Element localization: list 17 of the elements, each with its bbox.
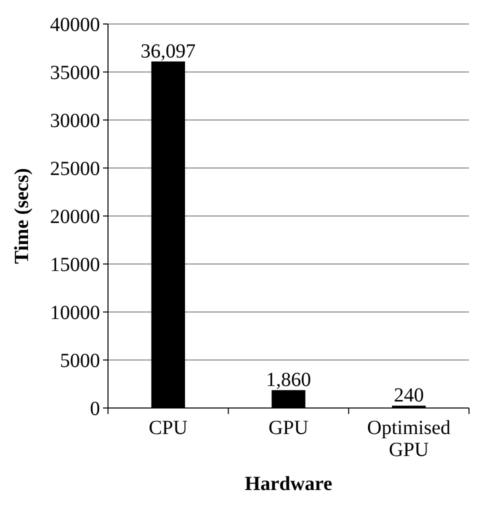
y-tick-label: 35000 — [50, 62, 100, 84]
data-label: 36,097 — [140, 40, 196, 62]
x-tick-label: Optimised GPU — [367, 417, 451, 461]
x-axis-title: Hardware — [244, 473, 332, 495]
x-tick-label: GPU — [268, 417, 310, 439]
y-tick-label: 30000 — [50, 110, 100, 132]
y-tick-label: 40000 — [50, 14, 100, 36]
data-label: 1,860 — [266, 369, 311, 392]
data-label: 240 — [394, 384, 424, 407]
y-tick-label: 25000 — [50, 158, 100, 180]
y-axis-title: Time (secs) — [11, 168, 33, 264]
y-tick-label: 0 — [90, 398, 100, 420]
x-tick-label: CPU — [148, 417, 188, 439]
y-tick-label: 20000 — [50, 206, 100, 228]
y-tick-label: 10000 — [50, 302, 100, 324]
y-tick-label: 5000 — [60, 350, 100, 372]
y-tick-label: 15000 — [50, 254, 100, 276]
